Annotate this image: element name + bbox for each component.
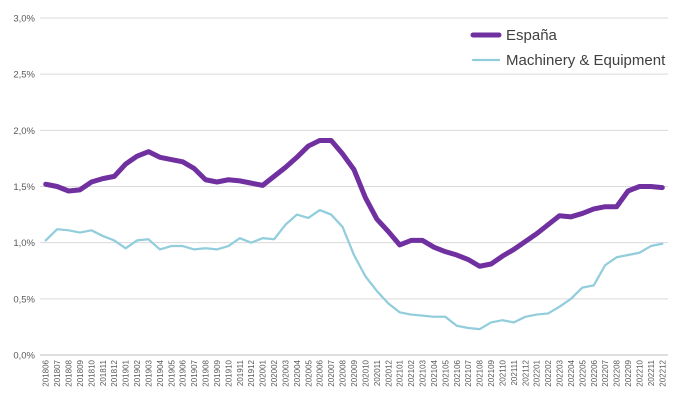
x-tick-label: 202011: [373, 359, 382, 386]
gridlines: [40, 17, 668, 300]
legend: España Machinery & Equipment: [470, 27, 666, 69]
x-tick-label: 201901: [122, 359, 131, 386]
legend-label: Machinery & Equipment: [506, 52, 666, 69]
x-tick-label: 202209: [624, 359, 633, 386]
y-axis-tick-labels: 0,0% 0,5% 1,0% 1,5% 2,0% 2,5% 3,0%: [13, 14, 35, 362]
x-tick-label: 201811: [99, 359, 108, 386]
x-tick-label: 201810: [87, 359, 96, 386]
y-tick-label: 3,0%: [13, 14, 35, 25]
y-tick-label: 2,0%: [13, 126, 35, 137]
x-tick-label: 202210: [635, 359, 644, 386]
x-tick-label: 201907: [190, 359, 199, 386]
x-tick-label: 202206: [590, 359, 599, 386]
x-tick-label: 202012: [384, 359, 393, 386]
x-tick-label: 202211: [647, 359, 656, 386]
x-tick-label: 202009: [350, 359, 359, 386]
x-tick-label: 202208: [613, 359, 622, 386]
x-tick-label: 201806: [42, 359, 51, 386]
x-tick-label: 201808: [65, 359, 74, 386]
x-tick-label: 202010: [361, 359, 370, 386]
x-tick-label: 202106: [453, 359, 462, 386]
x-tick-label: 202104: [430, 359, 439, 386]
y-tick-label: 2,5%: [13, 70, 35, 81]
x-tick-label: 201807: [53, 359, 62, 386]
x-tick-label: 202201: [533, 359, 542, 386]
x-tick-label: 202202: [544, 359, 553, 386]
x-tick-label: 202203: [556, 359, 565, 386]
y-tick-label: 0,5%: [13, 294, 35, 305]
x-tick-label: 201909: [213, 359, 222, 386]
x-tick-label: 202207: [601, 359, 610, 386]
x-tick-label: 202001: [259, 359, 268, 386]
series-line-machinery-equipment: [44, 208, 664, 331]
y-tick-label: 0,0%: [13, 351, 35, 362]
x-tick-label: 202103: [419, 359, 428, 386]
x-tick-label: 201905: [167, 359, 176, 386]
x-tick-label: 202109: [487, 359, 496, 386]
x-tick-label: 202101: [396, 359, 405, 386]
x-tick-label: 202008: [339, 359, 348, 386]
legend-label: España: [506, 27, 558, 44]
series-line-espana: [43, 137, 665, 269]
x-tick-label: 202003: [281, 359, 290, 386]
x-tick-label: 201908: [202, 359, 211, 386]
x-tick-label: 202108: [476, 359, 485, 386]
x-tick-label: 201910: [224, 359, 233, 386]
x-tick-label: 202112: [521, 359, 530, 386]
x-tick-label: 201912: [247, 359, 256, 386]
x-tick-label: 202111: [510, 359, 519, 385]
x-tick-label: 201906: [179, 359, 188, 386]
y-tick-label: 1,5%: [13, 182, 35, 193]
x-tick-label: 202102: [407, 359, 416, 386]
x-tick-label: 201904: [156, 359, 165, 386]
x-tick-label: 201903: [144, 359, 153, 386]
x-axis-tick-labels: 201806 201807 201808 201809 201810 201811 2018…: [42, 359, 668, 386]
x-tick-label: 202002: [270, 359, 279, 386]
x-tick-label: 202205: [578, 359, 587, 386]
x-tick-label: 202005: [304, 359, 313, 386]
x-tick-label: 201911: [236, 359, 245, 386]
x-tick-label: 202212: [658, 359, 667, 386]
x-tick-label: 202107: [464, 359, 473, 386]
series-lines: [43, 137, 665, 331]
x-tick-label: 201809: [76, 359, 85, 386]
x-tick-label: 202004: [293, 359, 302, 386]
x-tick-label: 202105: [441, 359, 450, 386]
x-tick-label: 202110: [498, 359, 507, 386]
x-tick-label: 201902: [133, 359, 142, 386]
x-tick-label: 201812: [110, 359, 119, 386]
x-tick-label: 202007: [327, 359, 336, 386]
x-tick-label: 202204: [567, 359, 576, 386]
x-tick-label: 202006: [316, 359, 325, 386]
y-tick-label: 1,0%: [13, 238, 35, 249]
